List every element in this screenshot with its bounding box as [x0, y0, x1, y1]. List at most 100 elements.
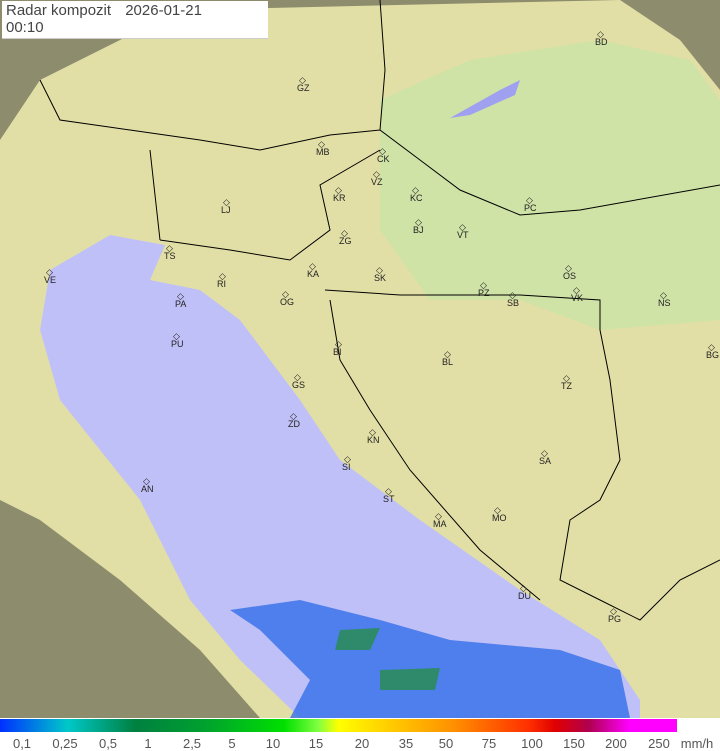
- city-label-du: DU: [518, 591, 531, 601]
- legend-tick: 2,5: [182, 736, 202, 751]
- city-marker-icon: ◇: [415, 217, 422, 227]
- city-marker-icon: ◇: [444, 349, 451, 359]
- city-marker-icon: ◇: [509, 290, 516, 300]
- legend-tick: 0,5: [98, 736, 118, 751]
- radar-echo: [230, 600, 630, 718]
- city-label-vk: VK: [571, 293, 584, 303]
- city-label-kc: KC: [410, 193, 423, 203]
- legend-tick: 20: [354, 736, 370, 751]
- city-label-bl: BL: [442, 357, 454, 367]
- city-marker-icon: ◇: [373, 169, 380, 179]
- city-marker-icon: ◇: [173, 331, 180, 341]
- legend-tick: 10: [265, 736, 281, 751]
- city-marker-icon: ◇: [526, 195, 533, 205]
- legend-unit: mm/h: [680, 736, 714, 751]
- city-marker-icon: ◇: [520, 583, 527, 593]
- city-label-sk: SK: [374, 273, 387, 283]
- city-label-gs: GS: [292, 380, 306, 390]
- city-label-pc: PC: [524, 203, 537, 213]
- city-label-ri: RI: [217, 279, 226, 289]
- city-marker-icon: ◇: [223, 197, 230, 207]
- city-label-bj: BJ: [413, 225, 424, 235]
- legend-tick: 0,25: [52, 736, 78, 751]
- city-marker-icon: ◇: [335, 185, 342, 195]
- title-label: Radar kompozit: [6, 2, 112, 19]
- city-label-ve: VE: [44, 275, 57, 285]
- city-label-kn: KN: [367, 435, 380, 445]
- city-label-si: SI: [342, 462, 351, 472]
- legend-tick: 250: [648, 736, 670, 751]
- city-label-bd: BD: [595, 37, 608, 47]
- city-label-pu: PU: [171, 339, 184, 349]
- city-marker-icon: ◇: [597, 29, 604, 39]
- city-marker-icon: ◇: [435, 511, 442, 521]
- city-label-mo: MO: [492, 513, 507, 523]
- city-label-ts: TS: [164, 251, 176, 261]
- legend-tick: 100: [521, 736, 543, 751]
- city-marker-icon: ◇: [563, 373, 570, 383]
- legend-tick: 50: [438, 736, 454, 751]
- city-marker-icon: ◇: [573, 285, 580, 295]
- city-marker-icon: ◇: [309, 261, 316, 271]
- city-marker-icon: ◇: [480, 280, 487, 290]
- city-label-zd: ZD: [288, 419, 300, 429]
- city-marker-icon: ◇: [166, 243, 173, 253]
- city-marker-icon: ◇: [219, 271, 226, 281]
- title-date: 2026-01-21: [125, 2, 202, 19]
- map-title: Radar kompozit 2026-01-21 00:10: [2, 1, 268, 39]
- city-label-st: ST: [383, 494, 395, 504]
- city-marker-icon: ◇: [610, 606, 617, 616]
- city-label-pz: PZ: [478, 288, 490, 298]
- city-label-os: OS: [563, 271, 577, 281]
- legend-tick: 1: [144, 736, 152, 751]
- city-label-sa: SA: [539, 456, 552, 466]
- radar-echo-intense: [335, 628, 440, 690]
- city-marker-icon: ◇: [565, 263, 572, 273]
- city-label-kr: KR: [333, 193, 346, 203]
- city-label-ck: CK: [377, 154, 390, 164]
- city-label-tz: TZ: [561, 381, 572, 391]
- legend-tick: 15: [308, 736, 324, 751]
- city-marker-icon: ◇: [341, 228, 348, 238]
- city-marker-icon: ◇: [344, 454, 351, 464]
- city-label-vt: VT: [457, 230, 469, 240]
- legend-color-scale: [0, 719, 677, 732]
- city-marker-icon: ◇: [459, 222, 466, 232]
- lake-balaton: [450, 80, 520, 118]
- land-green-plains: [380, 40, 720, 330]
- adriatic-sea: [40, 235, 640, 718]
- city-marker-icon: ◇: [46, 267, 53, 277]
- city-marker-icon: ◇: [177, 291, 184, 301]
- city-marker-icon: ◇: [379, 146, 386, 156]
- city-label-mb: MB: [316, 147, 330, 157]
- city-label-sb: SB: [507, 298, 520, 308]
- border-lines: [39, 0, 720, 621]
- city-label-bg: BG: [706, 350, 720, 360]
- city-label-ma: MA: [433, 519, 447, 529]
- city-label-ns: NS: [658, 298, 671, 308]
- city-label-an: AN: [141, 484, 154, 494]
- city-marker-icon: ◇: [143, 476, 150, 486]
- city-marker-icon: ◇: [299, 75, 306, 85]
- city-label-og: OG: [280, 297, 295, 307]
- city-label-zg: ZG: [339, 236, 352, 246]
- city-label-pa: PA: [175, 299, 187, 309]
- city-marker-icon: ◇: [318, 139, 325, 149]
- city-marker-icon: ◇: [282, 289, 289, 299]
- city-marker-icon: ◇: [494, 505, 501, 515]
- city-label-bi: BI: [333, 347, 342, 357]
- city-marker-icon: ◇: [290, 411, 297, 421]
- legend-tick: 75: [481, 736, 497, 751]
- title-time: 00:10: [6, 19, 44, 36]
- city-marker-icon: ◇: [708, 342, 715, 352]
- city-marker-icon: ◇: [294, 372, 301, 382]
- city-marker-icon: ◇: [335, 339, 342, 349]
- radar-map[interactable]: [0, 0, 720, 718]
- city-marker-icon: ◇: [660, 290, 667, 300]
- city-label-gz: GZ: [297, 83, 310, 93]
- city-marker-icon: ◇: [385, 486, 392, 496]
- city-label-lj: LJ: [221, 205, 231, 215]
- legend-tick: 5: [228, 736, 236, 751]
- legend-tick: 0,1: [12, 736, 32, 751]
- city-label-pg: PG: [608, 614, 622, 624]
